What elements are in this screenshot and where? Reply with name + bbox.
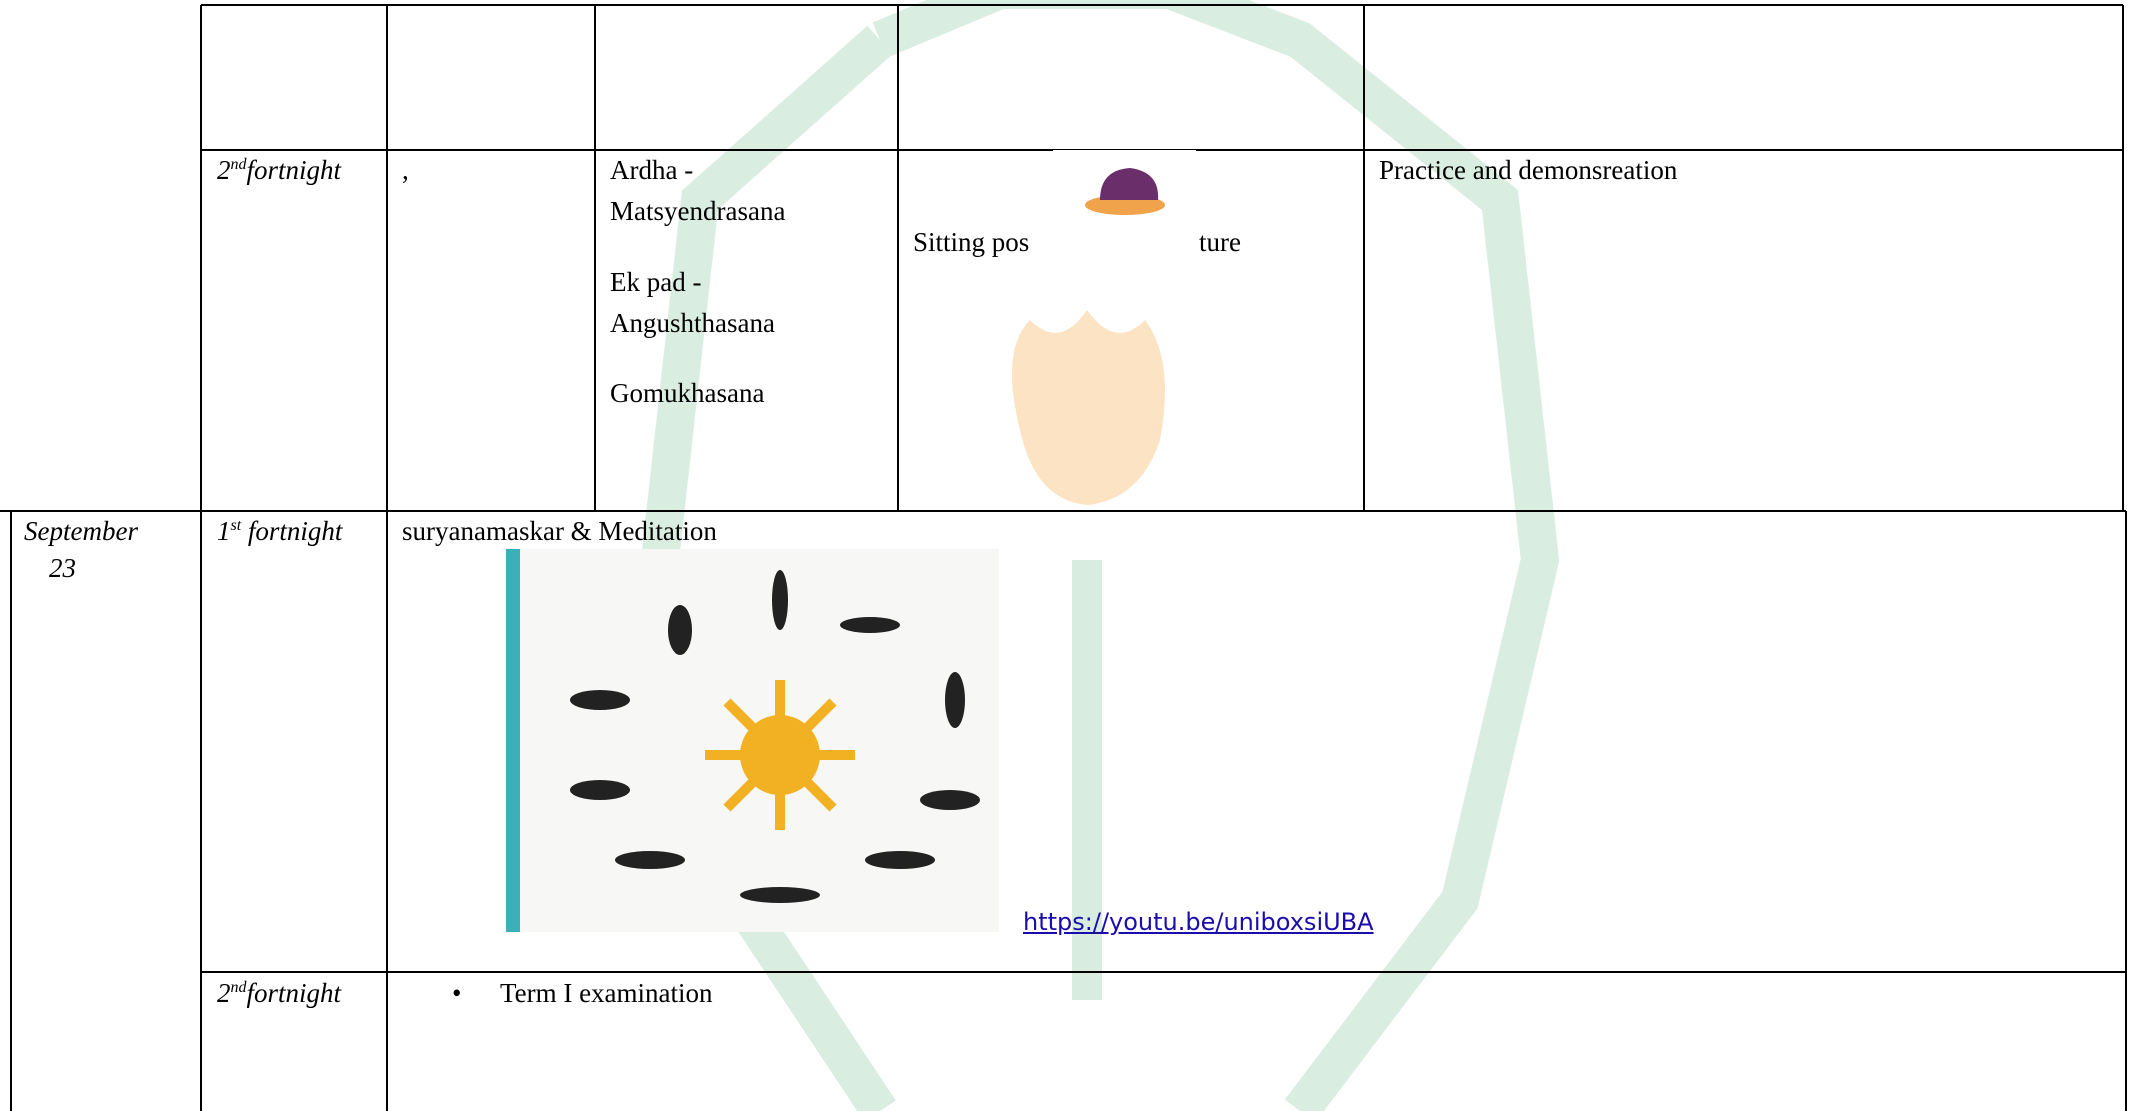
suryanamaskar-image xyxy=(506,549,999,932)
ordinal-suffix: st xyxy=(230,517,242,534)
topic: suryanamaskar & Meditation xyxy=(402,516,717,546)
ordinal: 1 xyxy=(217,516,231,546)
video-link[interactable]: https://youtu.be/uniboxsiUBA xyxy=(1023,908,1374,936)
activity: Practice and demonsreation xyxy=(1379,155,1678,185)
topic: , xyxy=(402,155,409,185)
posture-image xyxy=(1053,150,1196,230)
table-borders xyxy=(0,4,2127,1111)
posture-text: ture xyxy=(1199,227,1241,257)
list-item: Term I examination xyxy=(500,978,713,1008)
bullet: • xyxy=(452,978,462,1008)
fortnight-word: fortnight xyxy=(246,155,342,185)
ordinal-suffix: nd xyxy=(230,156,247,173)
fortnight-word: fortnight xyxy=(241,516,343,546)
ordinal: 2 xyxy=(217,978,231,1008)
ordinal-suffix: nd xyxy=(230,979,247,996)
asana: Gomukhasana xyxy=(610,378,765,408)
watermark-flame xyxy=(1012,310,1165,505)
year: 23 xyxy=(49,553,76,583)
fortnight-label: 1st fortnight xyxy=(217,518,342,545)
fortnight-word: fortnight xyxy=(246,978,342,1008)
asana: Matsyendrasana xyxy=(610,196,786,226)
asana: Ardha - xyxy=(610,155,694,185)
ordinal: 2 xyxy=(217,155,231,185)
fortnight-label: 2ndfortnight xyxy=(217,980,341,1007)
asana: Ek pad - xyxy=(610,267,702,297)
month: September xyxy=(24,516,138,546)
fortnight-label: 2ndfortnight xyxy=(217,157,341,184)
posture-text: Sitting pos xyxy=(913,227,1030,257)
asana: Angushthasana xyxy=(610,308,775,338)
